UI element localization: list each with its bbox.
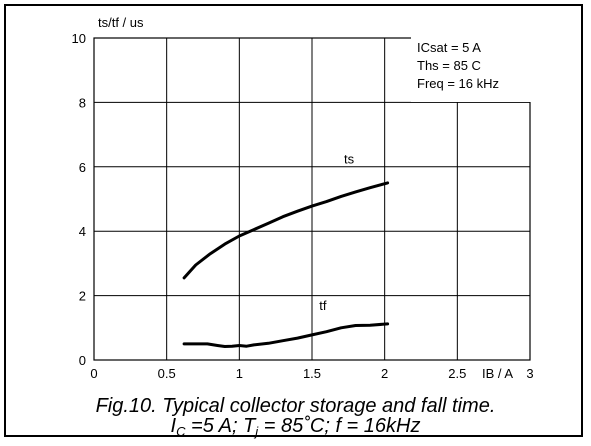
x-tick-label: 3 xyxy=(526,366,533,381)
y-tick-labels: 0 2 4 6 8 10 xyxy=(72,31,86,368)
annotations: ICsat = 5 A Ths = 85 C Freq = 16 kHz xyxy=(417,40,499,91)
figure-caption-line1: Fig.10. Typical collector storage and fa… xyxy=(95,395,496,417)
y-axis-label: ts/tf / us xyxy=(98,15,144,30)
y-tick-label: 2 xyxy=(79,289,86,304)
y-tick-label: 8 xyxy=(79,95,86,110)
series-label-ts: ts xyxy=(344,152,355,167)
x-tick-label: 0 xyxy=(90,366,97,381)
y-tick-label: 10 xyxy=(72,31,86,46)
y-tick-label: 0 xyxy=(79,353,86,368)
caption-ic-value: =5 A; T xyxy=(185,415,256,437)
figure-frame xyxy=(4,4,583,437)
annotation-text: ICsat = 5 A xyxy=(417,40,481,55)
caption-ic: I xyxy=(170,415,177,437)
plot-border xyxy=(93,37,531,361)
series-line-tf xyxy=(182,322,390,348)
y-tick-label: 4 xyxy=(79,224,86,239)
caption-tj-sub: j xyxy=(255,424,259,439)
series-label-tf: tf xyxy=(319,298,327,313)
series-lines xyxy=(182,181,390,348)
series-line-ts xyxy=(182,181,390,280)
y-tick-label: 6 xyxy=(79,160,86,175)
x-tick-labels: 0 0.5 1 1.5 2 2.5 3 xyxy=(90,366,533,381)
x-tick-label: 2.5 xyxy=(448,366,466,381)
x-tick-label: 1 xyxy=(236,366,243,381)
figure-caption-line2: IC =5 A; Tj = 85˚C; f = 16kHz xyxy=(0,415,591,439)
annotation-text: Ths = 85 C xyxy=(417,58,481,73)
series-labels: ts tf xyxy=(319,152,360,313)
annotation-box xyxy=(411,36,537,102)
caption-rest: = 85˚C; f = 16kHz xyxy=(258,415,421,437)
annotation-text: Freq = 16 kHz xyxy=(417,76,499,91)
x-tick-label: 0.5 xyxy=(158,366,176,381)
x-tick-label: 2 xyxy=(381,366,388,381)
caption-ic-sub: C xyxy=(176,424,186,439)
x-tick-label: 1.5 xyxy=(303,366,321,381)
x-axis-label: IB / A xyxy=(482,366,513,381)
